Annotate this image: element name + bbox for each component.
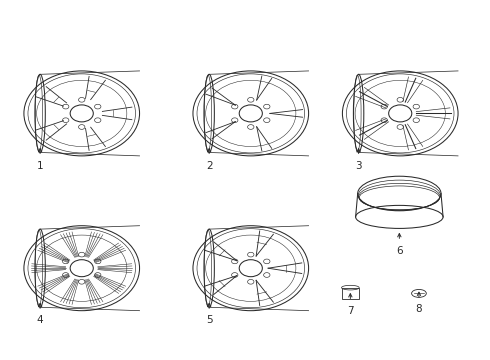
- Text: 1: 1: [37, 161, 44, 171]
- Text: 3: 3: [355, 161, 362, 171]
- Text: 4: 4: [37, 315, 44, 325]
- Text: 5: 5: [206, 315, 213, 325]
- Text: 6: 6: [396, 246, 403, 256]
- Text: 8: 8: [416, 304, 422, 314]
- Text: 7: 7: [347, 306, 354, 316]
- Bar: [342, 288, 359, 299]
- Text: 2: 2: [206, 161, 213, 171]
